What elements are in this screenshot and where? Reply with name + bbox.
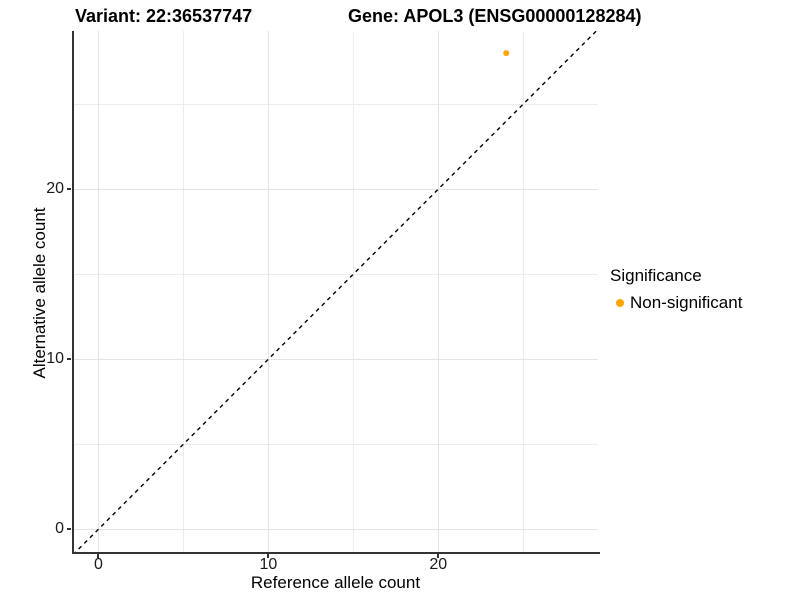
identity-dashed-line [73,31,598,553]
minor-gridline-horizontal [73,103,598,105]
x-axis-title: Reference allele count [250,573,421,592]
legend-item-label: Non-significant [630,293,743,312]
y-tick-mark [67,358,71,361]
x-tick-label: 10 [259,556,278,573]
gridlines [73,31,598,553]
minor-gridline-vertical [182,31,184,553]
x-tick-label: 20 [429,556,448,573]
y-tick-mark [67,188,71,191]
x-tick-mark [437,554,440,558]
y-axis-title: Alternative allele count [30,207,49,379]
legend: Significance Non-significant [610,266,742,313]
y-axis-line [71,31,74,554]
legend-circle-icon [616,299,624,307]
major-gridline-horizontal [73,188,598,190]
major-gridline-vertical [437,31,439,553]
major-gridline-horizontal [73,528,598,530]
data-point [503,50,510,57]
y-tick-label: 10 [46,350,64,368]
minor-gridline-horizontal [73,273,598,275]
minor-gridline-horizontal [73,443,598,445]
x-tick-mark [97,554,100,558]
x-tick-label: 0 [94,556,103,573]
gene-title: Gene: APOL3 (ENSG00000128284) [348,6,642,26]
plot-panel [73,31,598,553]
y-tick-label: 0 [55,520,64,538]
legend-item: Non-significant [610,293,742,313]
major-gridline-vertical [267,31,269,553]
x-tick-mark [267,554,270,558]
variant-title: Variant: 22:36537747 [75,6,253,26]
y-tick-mark [67,528,71,531]
minor-gridline-vertical [352,31,354,553]
legend-title: Significance [610,266,702,285]
major-gridline-horizontal [73,358,598,360]
y-tick-label: 20 [46,180,64,198]
minor-gridline-vertical [522,31,524,553]
x-axis-line [71,552,600,554]
major-gridline-vertical [97,31,99,553]
plot-canvas [73,31,598,553]
